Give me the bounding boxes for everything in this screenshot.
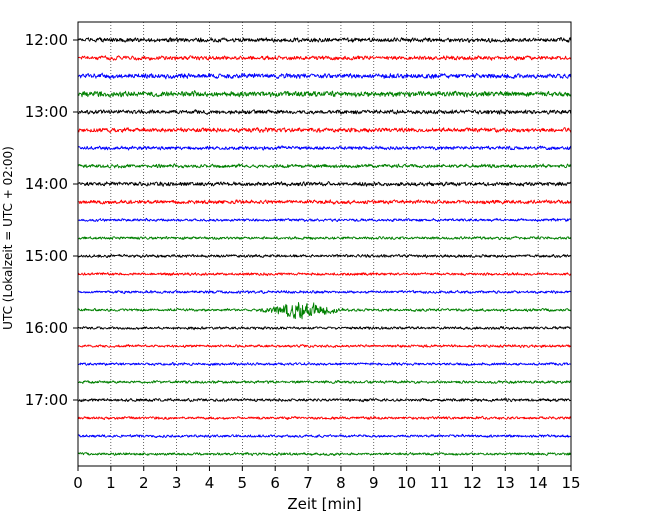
trace-1345 xyxy=(77,163,572,169)
trace-1700 xyxy=(77,397,572,403)
x-tick-label-3: 3 xyxy=(172,474,182,492)
x-tick-label-15: 15 xyxy=(561,474,580,492)
trace-1415 xyxy=(77,199,572,205)
y-tick-label-1400: 14:00 xyxy=(25,175,68,193)
trace-1230 xyxy=(77,72,572,80)
y-axis-ticks: 12:00 13:00 14:00 15:00 16:00 17:00 xyxy=(25,31,78,409)
trace-1500 xyxy=(77,253,572,259)
trace-1200 xyxy=(77,36,572,44)
x-tick-label-5: 5 xyxy=(238,474,248,492)
y-tick-label-1500: 15:00 xyxy=(25,247,68,265)
seismic-traces xyxy=(77,36,572,457)
x-tick-label-12: 12 xyxy=(463,474,482,492)
x-tick-label-13: 13 xyxy=(496,474,515,492)
trace-1545 xyxy=(77,301,572,320)
trace-1315 xyxy=(77,127,572,134)
trace-1215 xyxy=(77,55,572,61)
x-tick-label-0: 0 xyxy=(73,474,83,492)
trace-1600 xyxy=(77,326,572,331)
x-axis-label: Zeit [min] xyxy=(287,495,361,513)
x-tick-label-6: 6 xyxy=(270,474,280,492)
trace-1515 xyxy=(77,272,572,277)
y-axis-label: UTC (Lokalzeit = UTC + 02:00) xyxy=(1,146,15,330)
x-tick-label-11: 11 xyxy=(430,474,449,492)
x-tick-label-10: 10 xyxy=(397,474,416,492)
trace-1615 xyxy=(77,344,572,349)
x-tick-label-1: 1 xyxy=(106,474,116,492)
trace-1430 xyxy=(77,217,572,222)
x-tick-label-8: 8 xyxy=(336,474,346,492)
x-tick-label-9: 9 xyxy=(369,474,379,492)
trace-1630 xyxy=(77,361,572,367)
y-tick-label-1300: 13:00 xyxy=(25,103,68,121)
x-axis-ticks: 0 1 2 3 4 5 6 7 8 9 10 11 12 13 14 15 xyxy=(73,466,581,492)
trace-1645 xyxy=(77,379,572,385)
trace-1745 xyxy=(77,451,572,457)
trace-1400 xyxy=(77,181,572,187)
trace-1300 xyxy=(77,109,572,116)
trace-1245 xyxy=(77,90,572,98)
trace-1530 xyxy=(77,289,572,295)
y-tick-label-1600: 16:00 xyxy=(25,319,68,337)
plot-frame xyxy=(77,21,572,467)
trace-1330 xyxy=(77,145,572,151)
x-tick-label-7: 7 xyxy=(303,474,313,492)
y-tick-label-1200: 12:00 xyxy=(25,31,68,49)
trace-1445 xyxy=(77,235,572,241)
trace-1715 xyxy=(77,415,572,420)
x-tick-label-2: 2 xyxy=(139,474,149,492)
y-tick-label-1700: 17:00 xyxy=(25,391,68,409)
x-tick-label-4: 4 xyxy=(205,474,215,492)
trace-1730 xyxy=(78,433,572,439)
vertical-gridlines xyxy=(110,22,539,466)
x-tick-label-14: 14 xyxy=(529,474,548,492)
